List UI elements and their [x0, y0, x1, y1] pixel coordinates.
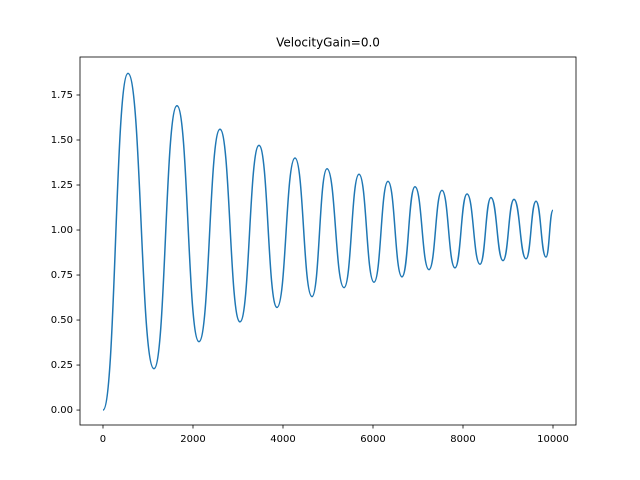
x-tick-label: 10000: [537, 434, 569, 445]
y-tick-label: 0.50: [51, 315, 73, 326]
y-tick-label: 1.75: [51, 90, 73, 101]
line-series: [102, 72, 554, 411]
x-tick-label: 6000: [360, 434, 385, 445]
y-tick-label: 1.00: [51, 225, 73, 236]
chart-title: VelocityGain=0.0: [276, 36, 380, 50]
x-tick-label: 2000: [180, 434, 205, 445]
x-tick-label: 4000: [270, 434, 295, 445]
plot-frame: [79, 56, 577, 426]
x-tick-label: 8000: [450, 434, 475, 445]
y-tick-label: 0.25: [51, 360, 73, 371]
y-tick-label: 1.25: [51, 180, 73, 191]
x-tick-label: 0: [100, 434, 106, 445]
y-tick-label: 1.50: [51, 135, 73, 146]
y-tick-label: 0.75: [51, 270, 73, 281]
y-tick-label: 0.00: [51, 405, 73, 416]
